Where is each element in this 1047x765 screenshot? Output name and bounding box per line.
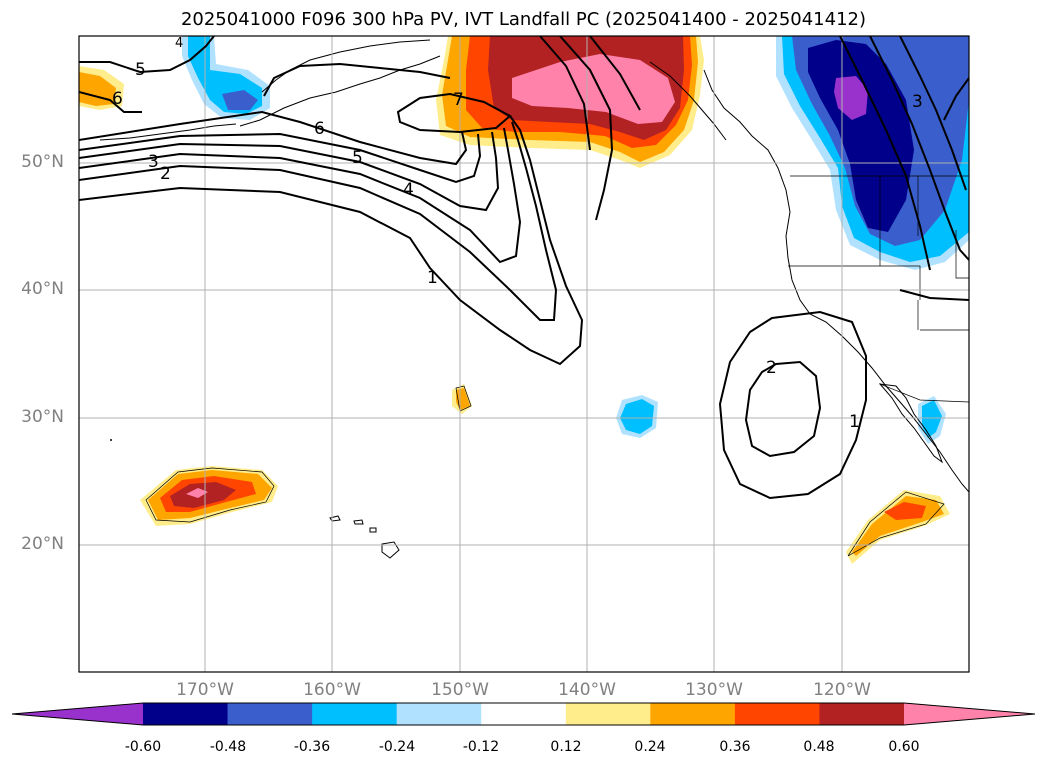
island-dot bbox=[110, 439, 112, 441]
pv-label: 3 bbox=[148, 152, 159, 172]
colorbar-segment bbox=[565, 703, 651, 725]
pv-contour-3 bbox=[79, 127, 522, 264]
lon-label-140w: 140°W bbox=[558, 680, 616, 700]
pv-label: 2 bbox=[766, 358, 777, 378]
lon-label-150w: 150°W bbox=[431, 680, 489, 700]
map-frame bbox=[78, 35, 970, 673]
ivt-positive-region-small bbox=[452, 384, 472, 414]
lat-label-20: 20°N bbox=[21, 534, 64, 554]
ivt-outline bbox=[145, 385, 945, 557]
ivt-fill-neg-0-24 bbox=[620, 399, 654, 434]
colorbar-segments bbox=[12, 703, 1035, 725]
pv-contours bbox=[79, 36, 969, 500]
border-us-mexico bbox=[879, 383, 969, 403]
pv-contour-ridge-b bbox=[589, 36, 641, 111]
colorbar-tick-label: -0.12 bbox=[462, 739, 500, 755]
ivt-fill-neg-0-36 bbox=[222, 90, 258, 110]
pv-label: 7 bbox=[453, 90, 464, 110]
ivt-fill-neg-0-24 bbox=[922, 400, 942, 438]
ivt-negative-region-mid-pacific bbox=[616, 395, 658, 438]
coastline-aleutians bbox=[99, 123, 237, 141]
lon-label-130w: 130°W bbox=[685, 680, 743, 700]
pv-label: 1 bbox=[849, 412, 860, 432]
ivt-fill-0-60 bbox=[512, 54, 675, 124]
lat-label-30: 30°N bbox=[21, 407, 64, 427]
lon-label-170w: 170°W bbox=[176, 680, 234, 700]
ivt-fill-0-24 bbox=[79, 72, 116, 106]
colorbar-segment bbox=[312, 703, 398, 725]
pv-contour-7 bbox=[396, 92, 512, 134]
pv-label: 6 bbox=[314, 119, 325, 139]
ivt-positive-region-gulf-alaska bbox=[436, 36, 704, 168]
pv-contour-5 bbox=[79, 132, 482, 184]
colorbar bbox=[11, 702, 1036, 726]
colorbar-tick-label: -0.48 bbox=[209, 739, 247, 755]
chart-title: 2025041000 F096 300 hPa PV, IVT Landfall… bbox=[180, 9, 867, 30]
pv-label: 3 bbox=[912, 92, 923, 112]
pv-contour-low-outer bbox=[718, 310, 867, 500]
pv-contour-2 bbox=[79, 121, 558, 321]
political-borders bbox=[788, 175, 969, 403]
coastline-alaska-south bbox=[261, 39, 431, 93]
colorbar-segment bbox=[819, 703, 905, 725]
pv-label: 2 bbox=[160, 164, 171, 184]
colorbar-segment bbox=[396, 703, 482, 725]
ivt-negative-region-interior-west bbox=[776, 36, 969, 270]
colorbar-extend-min bbox=[12, 703, 143, 725]
colorbar-tick-label: -0.36 bbox=[293, 739, 331, 755]
ivt-fill-0-36 bbox=[884, 502, 926, 520]
colorbar-segment bbox=[650, 703, 736, 725]
colorbar-tick-label: 0.12 bbox=[550, 739, 582, 755]
colorbar-tick-label: 0.36 bbox=[719, 739, 751, 755]
colorbar-segment bbox=[227, 703, 313, 725]
pv-contour-east-4 bbox=[943, 77, 969, 121]
pv-contour-east-1 bbox=[839, 36, 931, 271]
pv-contour-east-3 bbox=[899, 36, 967, 191]
colorbar-tick-label: 0.60 bbox=[888, 739, 920, 755]
pv-label: 6 bbox=[112, 89, 123, 109]
ivt-fill-0-60 bbox=[186, 488, 208, 498]
ivt-positive-region-west-pacific bbox=[140, 466, 278, 526]
pv-contour-low-inner bbox=[744, 360, 822, 458]
lon-label-120w: 120°W bbox=[813, 680, 871, 700]
pv-contour-6-northwest bbox=[79, 91, 142, 113]
ivt-positive-region-west bbox=[79, 66, 124, 110]
colorbar-outline bbox=[11, 702, 1036, 726]
pv-label: 4 bbox=[403, 180, 414, 200]
colorbar-segment bbox=[734, 703, 820, 725]
coastline-baja bbox=[878, 383, 944, 464]
colorbar-tick-label: -0.60 bbox=[124, 739, 162, 755]
colorbar-tick-label: -0.24 bbox=[378, 739, 416, 755]
pv-contour-5-northwest bbox=[79, 36, 215, 74]
colorbar-tick-label: 0.24 bbox=[634, 739, 666, 755]
pv-contour-1 bbox=[79, 115, 584, 366]
colorbar-segment bbox=[143, 703, 229, 725]
hawaii-islands bbox=[329, 515, 400, 559]
lat-label-50: 50°N bbox=[21, 152, 64, 172]
pv-contour-east-2 bbox=[869, 36, 969, 261]
ivt-fill-neg-0-48 bbox=[808, 40, 914, 232]
ivt-negative-region-baja bbox=[918, 396, 946, 444]
pv-contour-4 bbox=[79, 131, 500, 212]
pv-contour-east-5 bbox=[899, 289, 969, 301]
ivt-negative-region-aleutian bbox=[182, 36, 270, 120]
border-state-lines bbox=[788, 176, 969, 331]
pv-label: 4 bbox=[175, 36, 184, 51]
coastline-southeast-alaska bbox=[649, 61, 727, 141]
lon-label-160w: 160°W bbox=[303, 680, 361, 700]
pv-contour-ridge-c bbox=[539, 36, 591, 151]
pv-label: 5 bbox=[135, 60, 146, 80]
ivt-shading bbox=[79, 36, 969, 564]
pv-contour-ridge-a bbox=[559, 36, 614, 221]
pv-label: 1 bbox=[427, 268, 438, 288]
pv-label: 5 bbox=[352, 148, 363, 168]
pv-contour-6 bbox=[79, 110, 468, 166]
colorbar-segment bbox=[481, 703, 567, 725]
colorbar-extend-max bbox=[904, 703, 1035, 725]
lat-label-40: 40°N bbox=[21, 279, 64, 299]
pv-contour-ring bbox=[263, 62, 451, 97]
colorbar-tick-label: 0.48 bbox=[803, 739, 835, 755]
coastline-north-america bbox=[703, 69, 969, 493]
